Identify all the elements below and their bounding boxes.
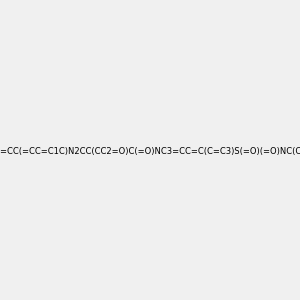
Text: CC1=CC(=CC=C1C)N2CC(CC2=O)C(=O)NC3=CC=C(C=C3)S(=O)(=O)NC(C)(C)C: CC1=CC(=CC=C1C)N2CC(CC2=O)C(=O)NC3=CC=C(… <box>0 147 300 156</box>
